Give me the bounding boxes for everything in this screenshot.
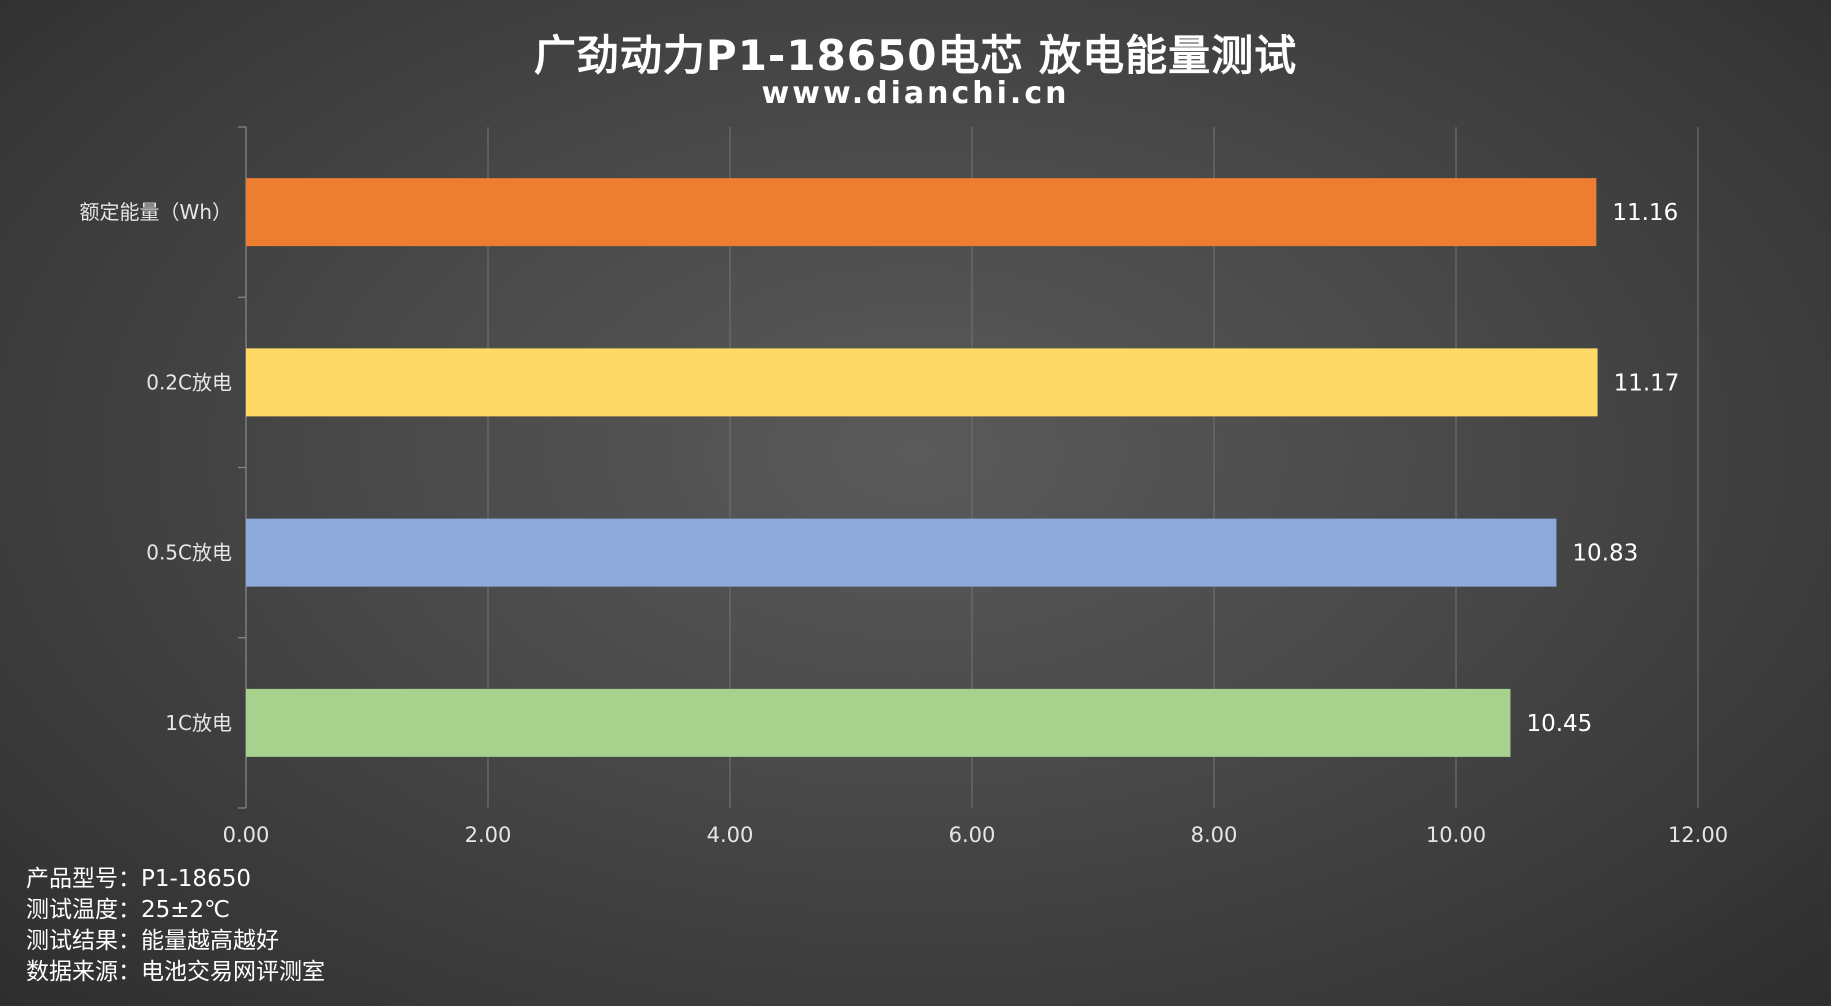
category-label: 额定能量（Wh）: [80, 200, 232, 224]
note-test-result: 测试结果：能量越高越好: [26, 928, 279, 954]
x-tick-label: 10.00: [1426, 823, 1486, 847]
chart-subtitle: www.dianchi.cn: [761, 76, 1070, 111]
bar: [246, 518, 1557, 587]
data-label: 10.83: [1572, 541, 1638, 567]
note-data-source: 数据来源：电池交易网评测室: [26, 959, 325, 985]
notes-block: 产品型号：P1-18650 测试温度：25±2℃ 测试结果：能量越高越好 数据来…: [26, 864, 325, 988]
x-tick-label: 0.00: [223, 823, 270, 847]
category-label: 1C放电: [165, 711, 232, 735]
note-product-model: 产品型号：P1-18650: [26, 866, 251, 892]
bar: [246, 178, 1597, 247]
note-test-temperature: 测试温度：25±2℃: [26, 897, 231, 923]
bar: [246, 348, 1598, 417]
data-label: 11.17: [1614, 370, 1680, 396]
data-label: 10.45: [1526, 711, 1592, 737]
x-tick-label: 6.00: [949, 823, 996, 847]
x-tick-label: 12.00: [1668, 823, 1728, 847]
x-tick-label: 2.00: [465, 823, 512, 847]
category-label: 0.5C放电: [146, 541, 232, 565]
chart-title: 广劲动力P1-18650电芯 放电能量测试: [533, 31, 1298, 80]
x-tick-label: 8.00: [1191, 823, 1238, 847]
bar: [246, 688, 1511, 757]
data-label: 11.16: [1612, 200, 1678, 226]
x-tick-label: 4.00: [707, 823, 754, 847]
category-label: 0.2C放电: [146, 370, 232, 394]
